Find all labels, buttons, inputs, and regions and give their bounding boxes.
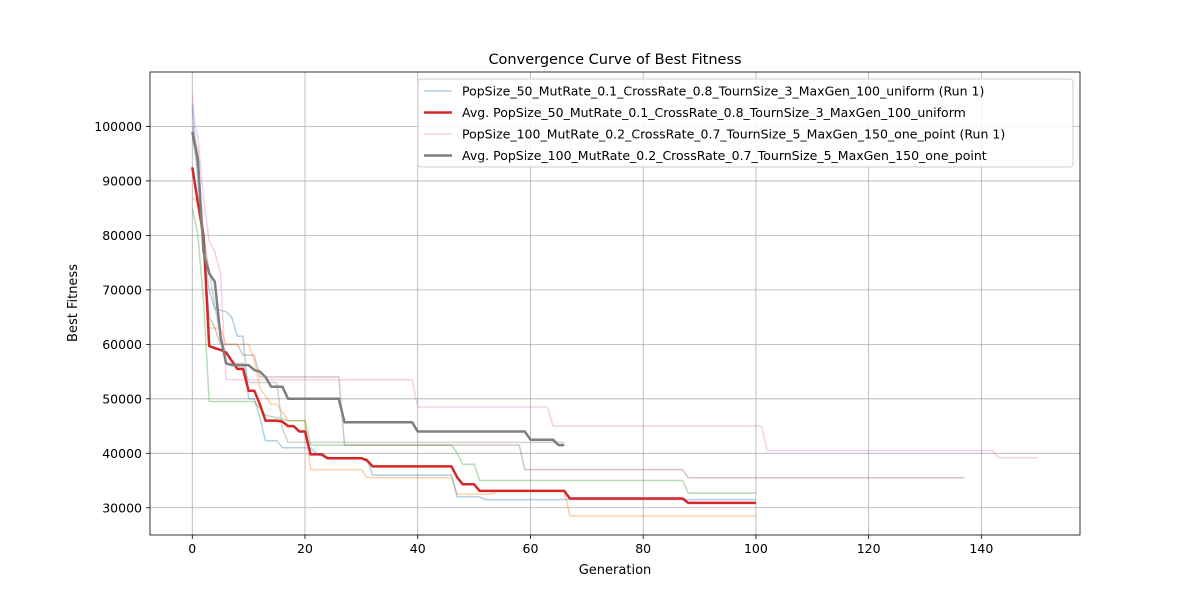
y-tick-label: 60000 [102,337,142,352]
legend-label-run1_a: PopSize_50_MutRate_0.1_CrossRate_0.8_Tou… [462,84,984,99]
y-tick-label: 90000 [102,173,142,188]
x-tick-label: 140 [969,541,993,556]
x-axis-label: Generation [579,563,652,578]
plot-frame [149,71,1081,536]
y-tick-label: 40000 [102,446,142,461]
x-tick-label: 40 [410,541,426,556]
legend-label-run1_b: PopSize_100_MutRate_0.2_CrossRate_0.7_To… [462,127,1005,142]
chart-title: Convergence Curve of Best Fitness [488,52,741,68]
axis-ticks: 0 20 40 60 80 100 120 140 30000 40000 50000 60000 70… [94,119,993,556]
x-tick-label: 20 [297,541,313,556]
y-axis-label: Best Fitness [66,264,81,342]
series-layer [191,93,1038,517]
legend-label-avg_a: Avg. PopSize_50_MutRate_0.1_CrossRate_0.… [462,105,966,120]
series-line-avg_b [191,131,565,447]
legend: PopSize_50_MutRate_0.1_CrossRate_0.8_Tou… [417,78,1074,168]
x-tick-label: 100 [744,541,768,556]
series-line-run3_b [191,137,565,444]
series-line-run1_a [191,104,756,501]
y-tick-label: 80000 [102,228,142,243]
series-line-run1_b [191,93,1038,459]
series-line-run3_a [191,208,756,494]
legend-box [417,78,1074,168]
x-tick-label: 60 [523,541,539,556]
y-tick-label: 100000 [94,119,142,134]
y-tick-label: 50000 [102,391,142,406]
series-line-avg_a [191,167,756,505]
x-tick-label: 120 [857,541,881,556]
y-tick-label: 70000 [102,282,142,297]
legend-label-avg_b: Avg. PopSize_100_MutRate_0.2_CrossRate_0… [462,148,987,163]
x-tick-label: 80 [635,541,651,556]
x-tick-label: 0 [188,541,196,556]
y-tick-label: 30000 [102,500,142,515]
